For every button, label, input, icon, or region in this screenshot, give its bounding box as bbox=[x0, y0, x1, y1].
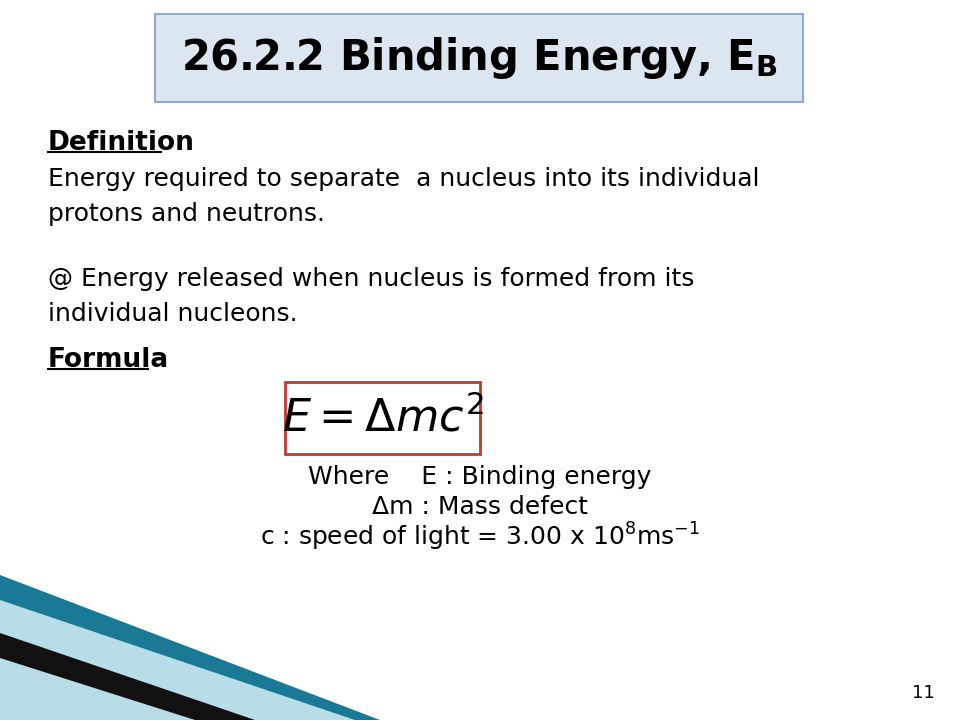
Text: Where    E : Binding energy: Where E : Binding energy bbox=[308, 465, 652, 489]
Text: c : speed of light = 3.00 x 10$^{8}$ms$^{-1}$: c : speed of light = 3.00 x 10$^{8}$ms$^… bbox=[260, 521, 700, 553]
Polygon shape bbox=[0, 575, 380, 720]
Text: 11: 11 bbox=[912, 684, 935, 702]
Polygon shape bbox=[0, 590, 360, 720]
Polygon shape bbox=[0, 633, 255, 720]
FancyBboxPatch shape bbox=[285, 382, 480, 454]
Text: 26.2.2 Binding Energy, $\mathbf{E_B}$: 26.2.2 Binding Energy, $\mathbf{E_B}$ bbox=[180, 35, 778, 81]
Text: Energy required to separate  a nucleus into its individual
protons and neutrons.: Energy required to separate a nucleus in… bbox=[48, 167, 759, 226]
Text: Formula: Formula bbox=[48, 347, 169, 373]
Polygon shape bbox=[0, 610, 310, 720]
Text: Δm : Mass defect: Δm : Mass defect bbox=[372, 495, 588, 519]
Text: Definition: Definition bbox=[48, 130, 195, 156]
Text: @ Energy released when nucleus is formed from its
individual nucleons.: @ Energy released when nucleus is formed… bbox=[48, 267, 694, 326]
Text: $E = \Delta mc^2$: $E = \Delta mc^2$ bbox=[282, 396, 484, 441]
FancyBboxPatch shape bbox=[155, 14, 803, 102]
